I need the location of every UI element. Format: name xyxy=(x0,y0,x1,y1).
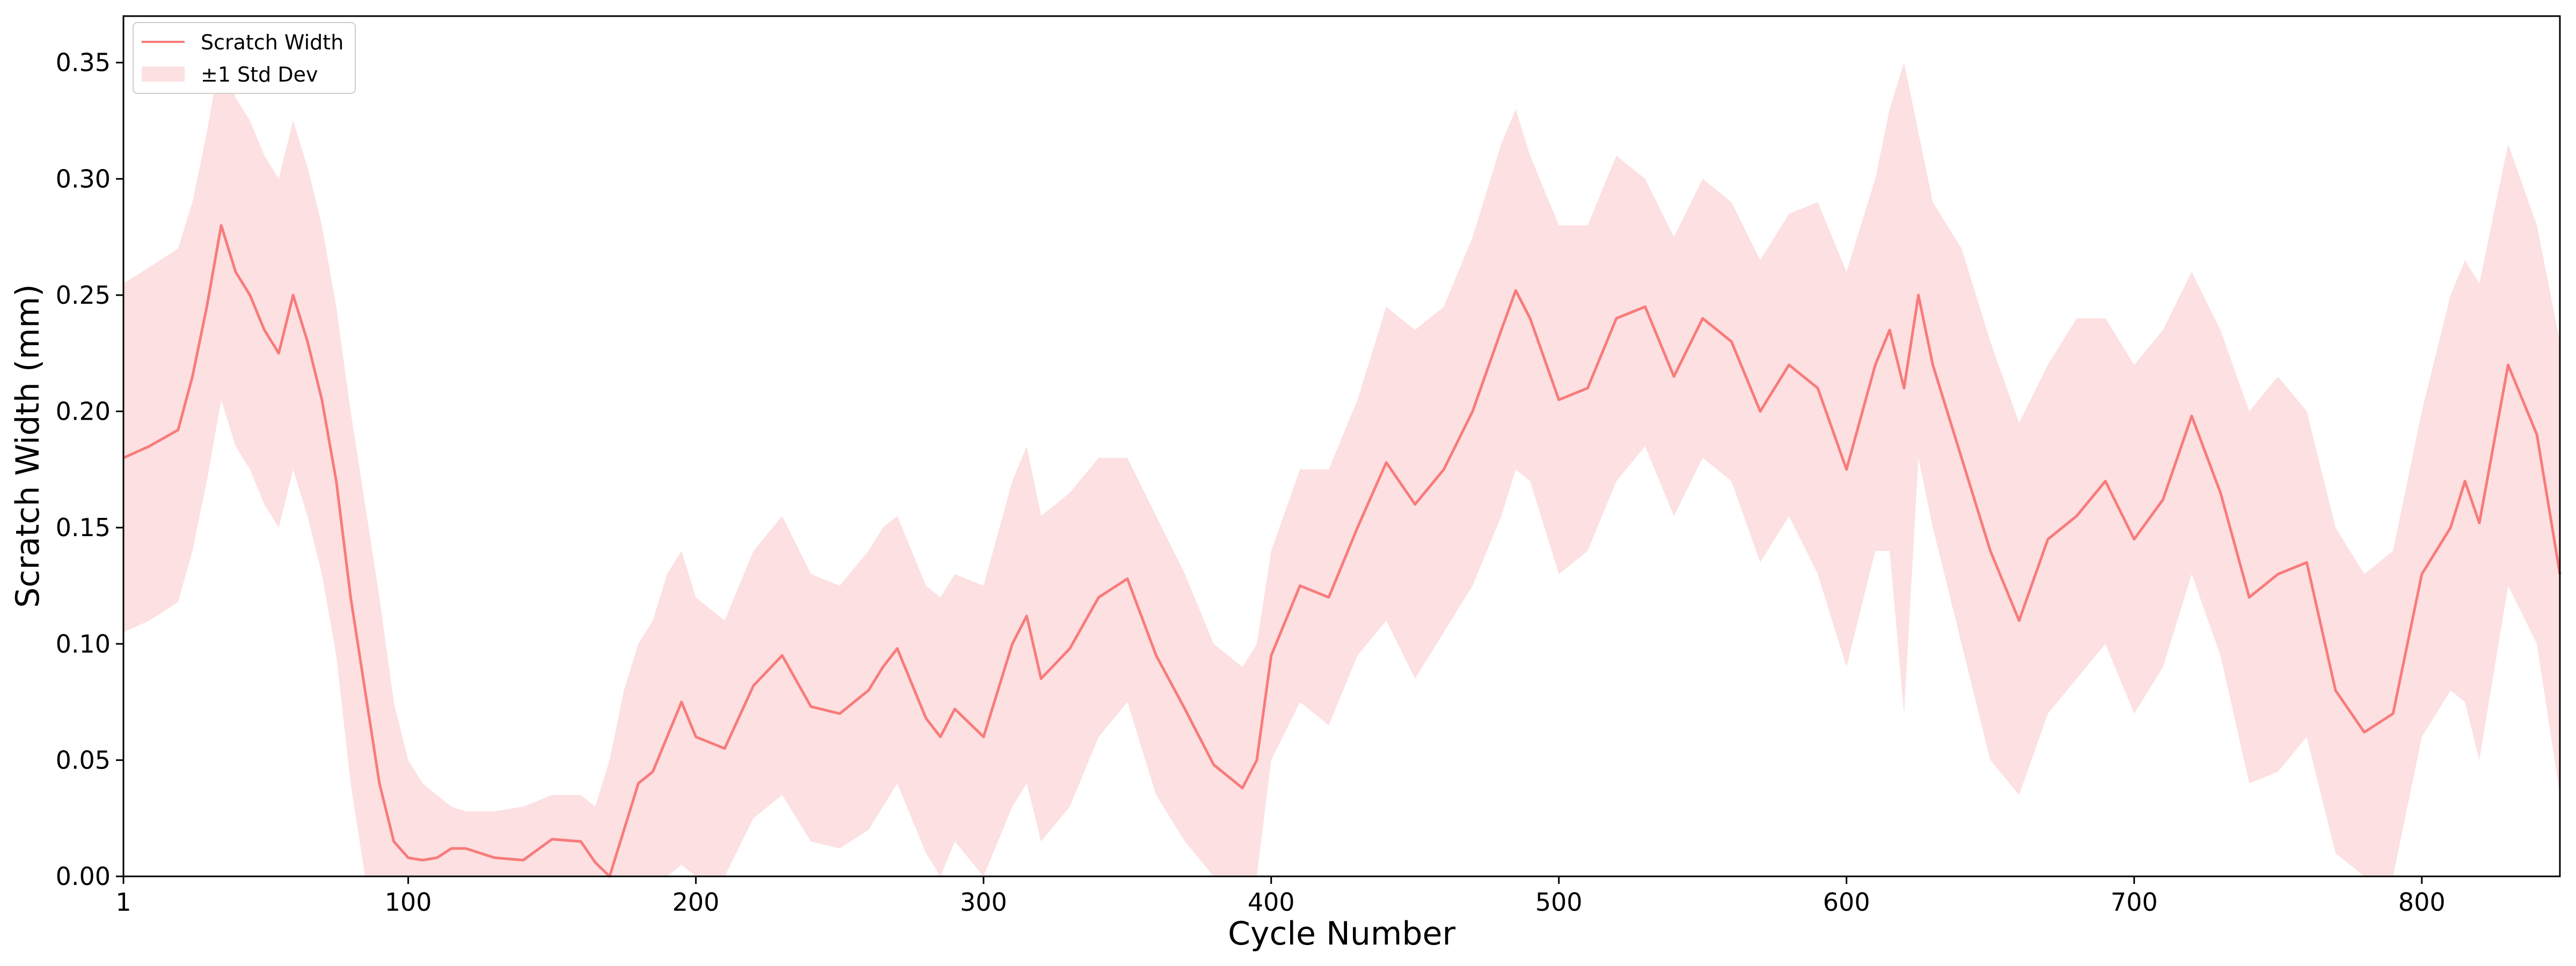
y-axis-label: Scratch Width (mm) xyxy=(9,284,47,608)
y-tick-label: 0.35 xyxy=(56,48,111,77)
x-tick-label: 700 xyxy=(2111,888,2158,917)
y-tick-label: 0.05 xyxy=(56,745,111,774)
x-tick-label: 200 xyxy=(672,888,720,917)
std-dev-band-layer xyxy=(123,51,2560,876)
plot-frame xyxy=(122,15,2561,877)
x-tick-label: 300 xyxy=(960,888,1007,917)
x-tick-label: 600 xyxy=(1823,888,1870,917)
y-tick-label: 0.10 xyxy=(56,630,111,658)
y-axis-ticks: 0.00 0.05 0.10 0.15 0.20 0.25 0.30 0.35 xyxy=(56,48,123,891)
x-axis-ticks: 1 100 200 300 400 500 600 700 800 xyxy=(115,876,2446,917)
x-axis-label: Cycle Number xyxy=(1228,915,1455,953)
x-tick-label: 500 xyxy=(1535,888,1583,917)
y-tick-label: 0.25 xyxy=(56,281,111,310)
legend-band-swatch xyxy=(142,67,185,82)
x-tick-label: 800 xyxy=(2398,888,2446,917)
std-dev-band xyxy=(123,51,2560,876)
scratch-width-line xyxy=(122,224,2562,878)
y-tick-label: 0.15 xyxy=(56,513,111,542)
x-tick-label: 1 xyxy=(115,888,131,917)
y-tick-label: 0.20 xyxy=(56,397,111,426)
scratch-width-line-layer xyxy=(122,224,2562,878)
x-tick-label: 100 xyxy=(385,888,432,917)
x-tick-label: 400 xyxy=(1248,888,1295,917)
legend: Scratch Width ±1 Std Dev xyxy=(133,22,356,94)
y-tick-label: 0.30 xyxy=(56,164,111,193)
legend-box xyxy=(133,22,356,94)
y-tick-label: 0.00 xyxy=(56,862,111,891)
legend-label-scratch-width: Scratch Width xyxy=(201,31,343,54)
legend-label-std-dev: ±1 Std Dev xyxy=(201,63,318,86)
